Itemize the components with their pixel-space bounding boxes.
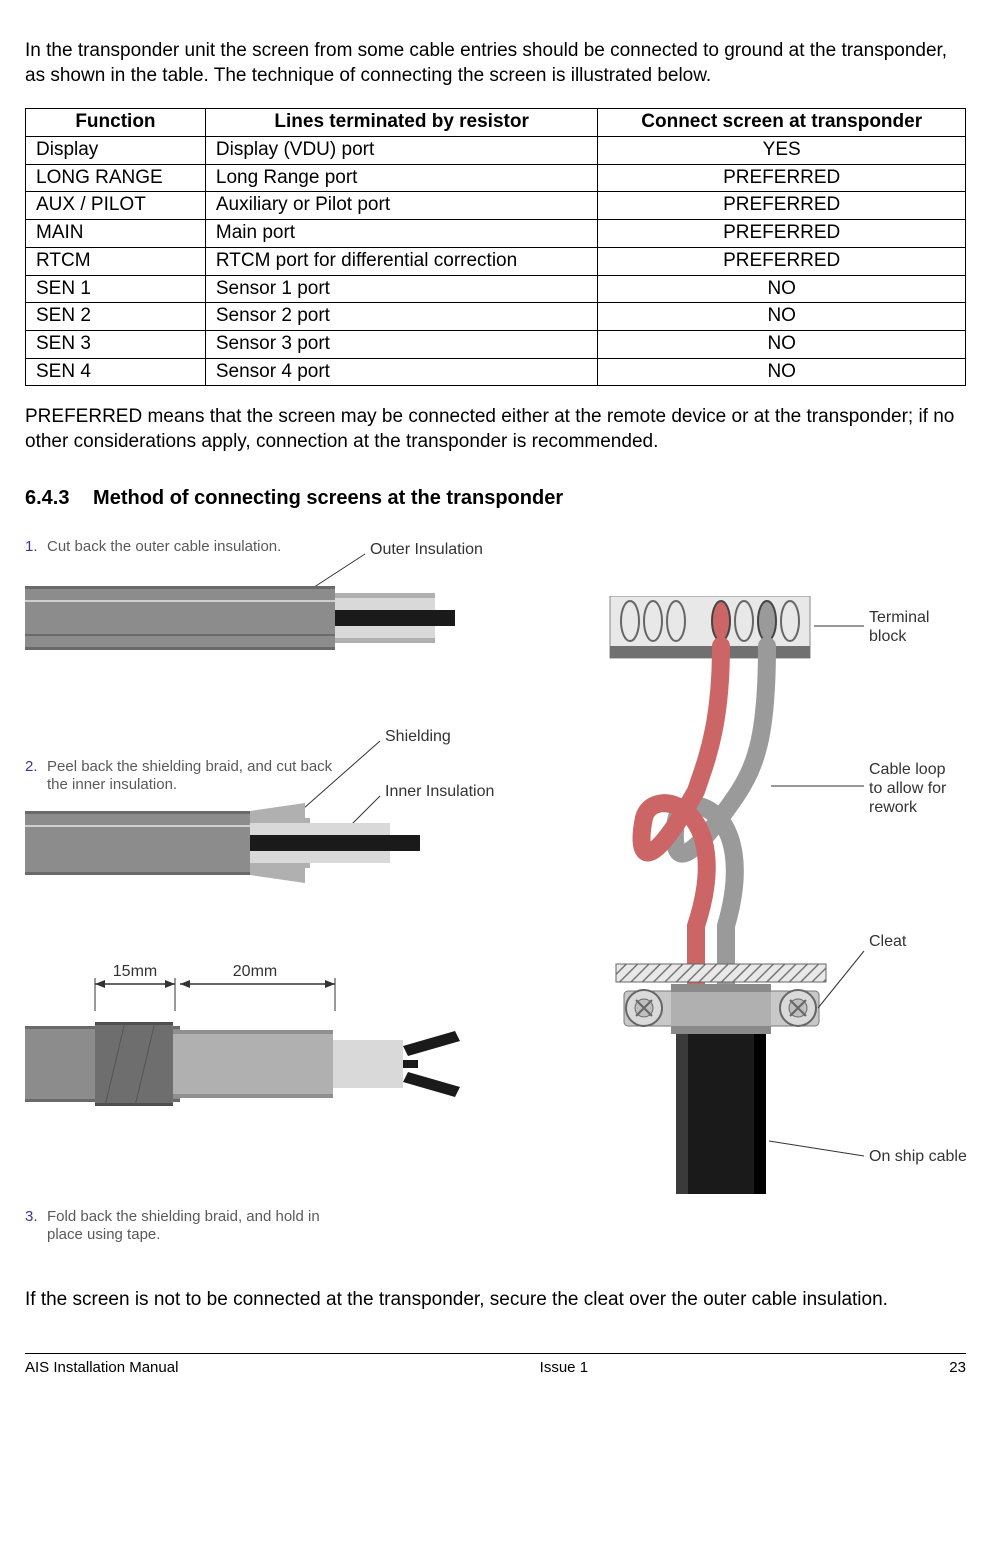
cell-function: MAIN <box>26 220 206 248</box>
cell-function: Display <box>26 137 206 165</box>
cell-lines: Sensor 3 port <box>205 330 598 358</box>
figure-terminal-connection: Terminal block Cable loop to allow for r… <box>586 536 966 1214</box>
label-shielding: Shielding <box>385 728 451 745</box>
cell-function: SEN 2 <box>26 303 206 331</box>
step1-text: Cut back the outer cable insulation. <box>47 538 281 555</box>
col-function: Function <box>26 109 206 137</box>
heading-text: Method of connecting screens at the tran… <box>93 487 563 509</box>
intro-paragraph: In the transponder unit the screen from … <box>25 39 966 88</box>
page-footer: AIS Installation Manual Issue 1 23 <box>25 1353 966 1378</box>
cell-lines: RTCM port for differential correction <box>205 247 598 275</box>
cell-function: SEN 4 <box>26 358 206 386</box>
cell-lines: Sensor 2 port <box>205 303 598 331</box>
step3-text-l2: place using tape. <box>47 1226 160 1243</box>
closing-paragraph: If the screen is not to be connected at … <box>25 1288 966 1313</box>
cell-connect: PREFERRED <box>598 192 966 220</box>
footer-left: AIS Installation Manual <box>25 1358 178 1378</box>
dim-15mm: 15mm <box>113 963 157 980</box>
label-terminal-l1: Terminal <box>869 609 929 626</box>
table-row: LONG RANGELong Range portPREFERRED <box>26 164 966 192</box>
step2-text-l1: Peel back the shielding braid, and cut b… <box>47 758 333 775</box>
cell-connect: PREFERRED <box>598 247 966 275</box>
label-terminal-l2: block <box>869 628 907 645</box>
table-row: SEN 1Sensor 1 portNO <box>26 275 966 303</box>
screen-connection-table: Function Lines terminated by resistor Co… <box>25 108 966 386</box>
preferred-note: PREFERRED means that the screen may be c… <box>25 405 966 454</box>
table-row: DisplayDisplay (VDU) portYES <box>26 137 966 165</box>
cell-function: AUX / PILOT <box>26 192 206 220</box>
label-loop-l2: to allow for <box>869 780 947 797</box>
cell-lines: Long Range port <box>205 164 598 192</box>
cell-function: SEN 3 <box>26 330 206 358</box>
dim-20mm: 20mm <box>233 963 277 980</box>
section-heading: 6.4.3 Method of connecting screens at th… <box>25 485 966 511</box>
step1-num: 1. <box>25 538 38 555</box>
cell-function: SEN 1 <box>26 275 206 303</box>
label-loop-l3: rework <box>869 799 918 816</box>
table-row: SEN 4Sensor 4 portNO <box>26 358 966 386</box>
cell-function: LONG RANGE <box>26 164 206 192</box>
cell-lines: Sensor 4 port <box>205 358 598 386</box>
cell-connect: NO <box>598 303 966 331</box>
label-cleat: Cleat <box>869 933 907 950</box>
cell-connect: YES <box>598 137 966 165</box>
cell-connect: NO <box>598 358 966 386</box>
table-row: RTCMRTCM port for differential correctio… <box>26 247 966 275</box>
col-connect: Connect screen at transponder <box>598 109 966 137</box>
table-row: AUX / PILOTAuxiliary or Pilot portPREFER… <box>26 192 966 220</box>
step3-num: 3. <box>25 1208 38 1225</box>
heading-number: 6.4.3 <box>25 487 69 509</box>
step2-num: 2. <box>25 758 38 775</box>
figure-cable-prep: 1. Cut back the outer cable insulation. … <box>25 536 526 1264</box>
cell-lines: Display (VDU) port <box>205 137 598 165</box>
cell-lines: Auxiliary or Pilot port <box>205 192 598 220</box>
col-lines: Lines terminated by resistor <box>205 109 598 137</box>
label-ship-cable: On ship cable <box>869 1148 966 1165</box>
label-loop-l1: Cable loop <box>869 761 946 778</box>
table-row: MAINMain portPREFERRED <box>26 220 966 248</box>
label-inner-insulation: Inner Insulation <box>385 783 494 800</box>
cell-lines: Sensor 1 port <box>205 275 598 303</box>
cell-connect: NO <box>598 330 966 358</box>
step3-text-l1: Fold back the shielding braid, and hold … <box>47 1208 320 1225</box>
table-row: SEN 2Sensor 2 portNO <box>26 303 966 331</box>
step2-text-l2: the inner insulation. <box>47 776 177 793</box>
footer-center: Issue 1 <box>540 1358 588 1378</box>
cell-function: RTCM <box>26 247 206 275</box>
footer-right: 23 <box>949 1358 966 1378</box>
cell-lines: Main port <box>205 220 598 248</box>
cell-connect: NO <box>598 275 966 303</box>
cell-connect: PREFERRED <box>598 164 966 192</box>
cell-connect: PREFERRED <box>598 220 966 248</box>
table-row: SEN 3Sensor 3 portNO <box>26 330 966 358</box>
label-outer-insulation: Outer Insulation <box>370 541 483 558</box>
